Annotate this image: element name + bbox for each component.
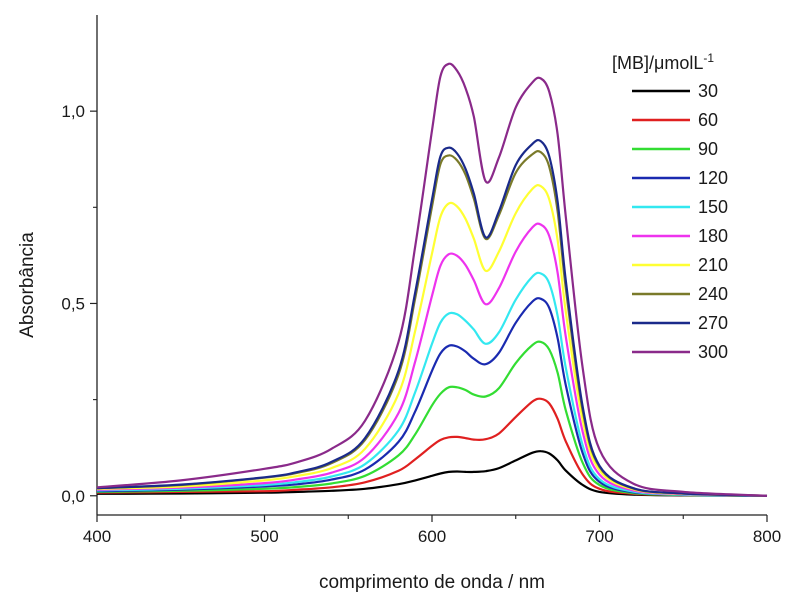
series-line-210: [96, 183, 768, 497]
x-tick-label: 700: [585, 527, 613, 546]
legend-label-90: 90: [698, 139, 718, 159]
x-tick-label: 600: [418, 527, 446, 546]
legend-label-270: 270: [698, 313, 728, 333]
legend-items: 30 60 90 120 150 180 210 240 270 300: [632, 81, 728, 362]
legend: [MB]/μmolL-1 30 60 90 120 150 180 210 240 270 300: [612, 51, 728, 362]
series-line-150: [96, 271, 768, 497]
series-line-30: [96, 450, 768, 497]
y-axis-ticks: 0,0 0,5 1,0: [61, 102, 97, 506]
series-lines: [96, 62, 768, 497]
y-axis-label: Absorbância: [17, 232, 38, 338]
legend-label-120: 120: [698, 168, 728, 188]
y-tick-label: 1,0: [61, 102, 85, 121]
legend-label-60: 60: [698, 110, 718, 130]
legend-label-180: 180: [698, 226, 728, 246]
x-tick-label: 500: [250, 527, 278, 546]
legend-title-main: [MB]/: [612, 53, 654, 73]
legend-title-unit: μmolL: [654, 53, 703, 73]
x-tick-label: 400: [83, 527, 111, 546]
x-tick-label: 800: [753, 527, 781, 546]
legend-title-sup: -1: [703, 51, 714, 65]
x-axis-label: comprimento de onda / nm: [319, 572, 545, 593]
series-line-60: [96, 397, 768, 497]
series-line-120: [96, 297, 768, 497]
y-tick-label: 0,0: [61, 487, 85, 506]
x-axis-ticks: 400 500 600 700 800: [83, 515, 781, 546]
legend-label-30: 30: [698, 81, 718, 101]
series-line-300: [96, 62, 768, 497]
legend-title: [MB]/μmolL-1: [612, 51, 714, 73]
legend-label-150: 150: [698, 197, 728, 217]
y-tick-label: 0,5: [61, 294, 85, 313]
series-line-270: [96, 138, 768, 497]
series-line-180: [96, 222, 768, 497]
legend-label-300: 300: [698, 342, 728, 362]
legend-label-210: 210: [698, 255, 728, 275]
legend-label-240: 240: [698, 284, 728, 304]
series-line-90: [96, 340, 768, 497]
